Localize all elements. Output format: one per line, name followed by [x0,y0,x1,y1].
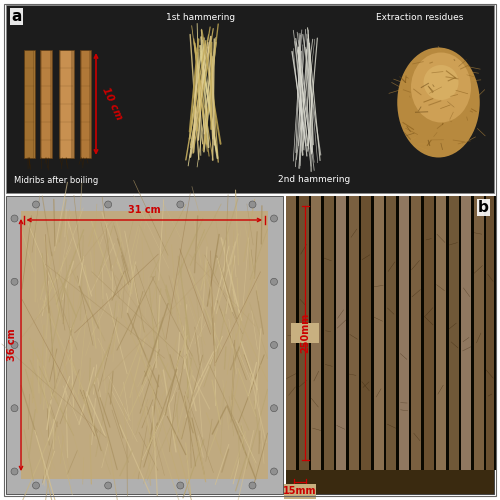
Text: 2nd hammering: 2nd hammering [278,174,351,184]
Bar [24,50,25,158]
Circle shape [11,278,18,285]
Bar [298,196,308,470]
Circle shape [249,482,256,489]
Bar [6,5,494,192]
Ellipse shape [397,48,480,158]
Bar [286,196,494,494]
Text: 1st hammering: 1st hammering [166,12,235,22]
Bar [311,196,321,470]
Circle shape [270,468,278,475]
Ellipse shape [424,65,458,100]
Bar [6,196,282,494]
Bar [494,196,496,470]
Bar [336,196,346,470]
Bar [24,50,34,158]
Circle shape [270,278,278,285]
Circle shape [249,201,256,208]
Circle shape [177,482,184,489]
Bar [291,323,319,343]
Text: 15mm: 15mm [283,486,316,496]
Bar [421,196,424,470]
Bar [348,196,358,470]
Circle shape [270,342,278,348]
Bar [324,196,334,470]
Bar [72,50,74,158]
Bar [50,50,52,158]
Bar [408,196,411,470]
Bar [33,50,34,158]
Circle shape [11,215,18,222]
Bar [284,484,316,499]
Bar [286,470,494,494]
Circle shape [11,468,18,475]
Bar [80,50,91,158]
Bar [434,196,436,470]
Bar [80,50,82,158]
Bar [371,196,374,470]
Text: 250mm: 250mm [300,313,310,353]
Text: Extraction residues: Extraction residues [376,12,464,22]
Text: b: b [478,200,489,215]
Text: 31 cm: 31 cm [128,205,160,215]
Bar [461,196,471,470]
Bar [58,50,61,158]
Bar [21,211,268,479]
Bar [308,196,311,470]
Circle shape [32,482,40,489]
Bar [346,196,348,470]
Text: 10 cm: 10 cm [100,86,124,122]
Bar [361,196,371,470]
Bar [486,196,494,470]
Bar [58,50,74,158]
Circle shape [11,405,18,412]
Circle shape [270,215,278,222]
Bar [448,196,458,470]
Circle shape [32,201,40,208]
Bar [386,196,396,470]
Ellipse shape [411,52,471,122]
Circle shape [104,201,112,208]
Bar [424,196,434,470]
Bar [458,196,461,470]
Bar [40,50,52,158]
Bar [40,50,42,158]
Bar [471,196,474,470]
Circle shape [104,482,112,489]
Bar [436,196,446,470]
Bar [296,196,298,470]
Bar [446,196,448,470]
Bar [396,196,398,470]
Bar [334,196,336,470]
Circle shape [177,201,184,208]
Bar [384,196,386,470]
Bar [484,196,486,470]
Text: Midribs after boiling: Midribs after boiling [14,176,98,185]
Bar [474,196,484,470]
Bar [374,196,384,470]
Circle shape [11,342,18,348]
Bar [286,196,296,470]
Bar [321,196,324,470]
Bar [398,196,408,470]
Text: a: a [11,9,22,24]
Bar [90,50,91,158]
Circle shape [270,405,278,412]
Text: 36 cm: 36 cm [7,328,17,362]
Bar [358,196,361,470]
Bar [411,196,421,470]
